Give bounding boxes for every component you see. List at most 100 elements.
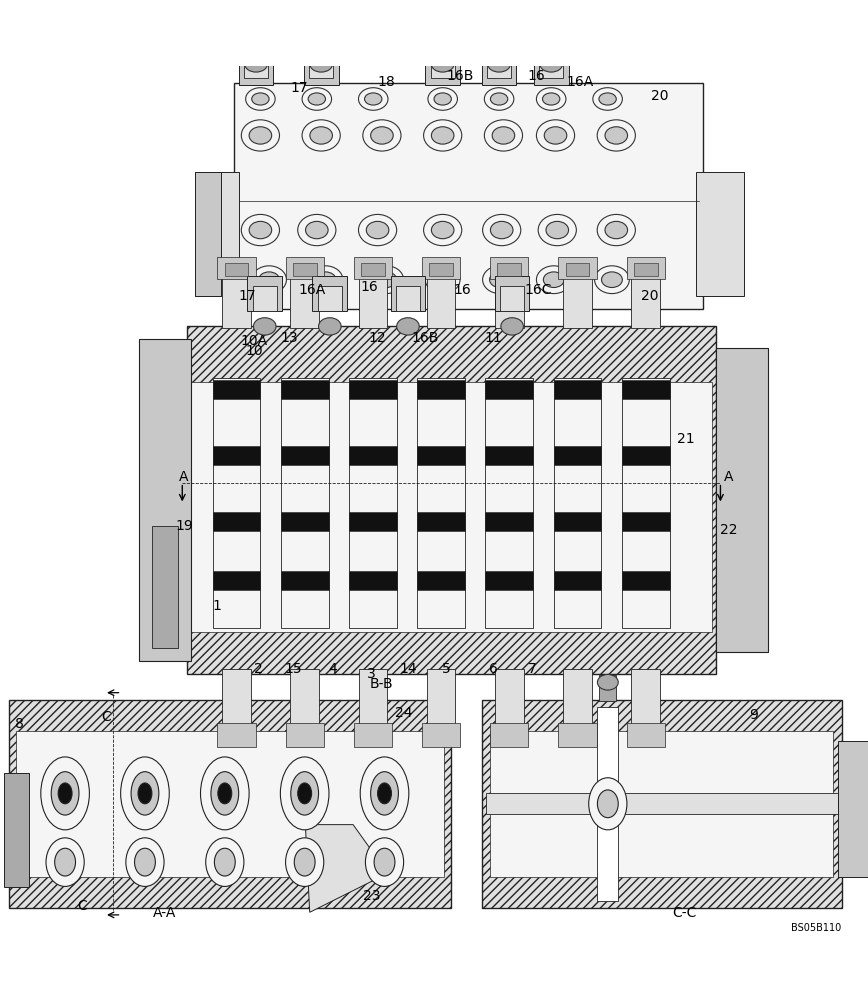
Ellipse shape xyxy=(252,266,286,294)
Text: 5: 5 xyxy=(442,662,450,676)
Bar xyxy=(293,263,317,276)
Ellipse shape xyxy=(431,56,454,72)
Bar xyxy=(4,773,29,887)
Ellipse shape xyxy=(135,848,155,876)
Ellipse shape xyxy=(310,56,332,72)
Bar xyxy=(485,380,533,399)
Ellipse shape xyxy=(259,272,279,288)
Text: 16: 16 xyxy=(454,283,471,297)
Text: 16B: 16B xyxy=(446,69,474,83)
Ellipse shape xyxy=(360,757,409,830)
Ellipse shape xyxy=(434,93,451,105)
Ellipse shape xyxy=(490,272,510,288)
Text: 18: 18 xyxy=(378,75,395,89)
Bar xyxy=(716,348,768,652)
Bar xyxy=(244,52,268,78)
Bar xyxy=(431,52,455,78)
Ellipse shape xyxy=(374,848,395,876)
Ellipse shape xyxy=(431,127,454,144)
Bar xyxy=(152,526,178,648)
Bar xyxy=(838,741,868,877)
Bar xyxy=(358,669,387,726)
Bar xyxy=(213,378,260,628)
Text: 16B: 16B xyxy=(411,331,439,345)
Bar xyxy=(485,378,533,628)
Ellipse shape xyxy=(432,272,453,288)
Bar xyxy=(482,700,842,908)
Text: A: A xyxy=(180,470,188,484)
Ellipse shape xyxy=(302,88,332,110)
Ellipse shape xyxy=(542,93,560,105)
Bar xyxy=(281,571,329,590)
Ellipse shape xyxy=(138,783,152,804)
Bar xyxy=(234,83,703,309)
Bar xyxy=(490,257,529,279)
Bar xyxy=(554,571,602,590)
Ellipse shape xyxy=(424,120,462,151)
Text: 3: 3 xyxy=(367,667,376,681)
Bar xyxy=(213,446,260,465)
Text: 16C: 16C xyxy=(524,283,552,297)
Ellipse shape xyxy=(249,221,272,239)
Bar xyxy=(634,263,658,276)
Bar xyxy=(217,723,255,747)
Bar xyxy=(422,257,460,279)
Bar xyxy=(291,276,319,328)
Text: BS05B110: BS05B110 xyxy=(791,923,841,933)
Ellipse shape xyxy=(595,266,629,294)
Bar xyxy=(281,446,329,465)
Bar xyxy=(563,276,592,328)
Bar xyxy=(225,263,248,276)
Bar xyxy=(253,286,277,311)
Ellipse shape xyxy=(126,838,164,886)
Ellipse shape xyxy=(245,56,267,72)
Ellipse shape xyxy=(41,757,89,830)
Ellipse shape xyxy=(536,266,571,294)
Text: 7: 7 xyxy=(528,662,536,676)
Ellipse shape xyxy=(490,93,508,105)
Ellipse shape xyxy=(538,214,576,246)
Ellipse shape xyxy=(310,127,332,144)
Text: A: A xyxy=(725,470,733,484)
Ellipse shape xyxy=(501,318,523,335)
Text: 17: 17 xyxy=(291,81,308,95)
Bar xyxy=(312,276,347,311)
Ellipse shape xyxy=(540,56,562,72)
Ellipse shape xyxy=(483,214,521,246)
Bar xyxy=(239,50,273,85)
Bar xyxy=(354,257,392,279)
Text: 16: 16 xyxy=(528,69,545,83)
Bar xyxy=(187,326,716,674)
Bar xyxy=(281,380,329,399)
Ellipse shape xyxy=(593,88,622,110)
Bar xyxy=(621,380,669,399)
Ellipse shape xyxy=(246,88,275,110)
Bar xyxy=(539,52,563,78)
Ellipse shape xyxy=(597,120,635,151)
Ellipse shape xyxy=(249,127,272,144)
Bar xyxy=(486,793,838,814)
Bar xyxy=(599,675,616,701)
Text: B-B: B-B xyxy=(370,677,394,691)
Bar xyxy=(349,446,397,465)
Ellipse shape xyxy=(589,778,627,830)
Bar xyxy=(597,707,618,901)
Text: 22: 22 xyxy=(720,523,738,537)
Bar xyxy=(558,257,596,279)
Text: 1: 1 xyxy=(213,599,221,613)
Bar xyxy=(281,512,329,531)
Bar xyxy=(554,380,602,399)
Ellipse shape xyxy=(597,214,635,246)
Bar xyxy=(213,571,260,590)
Bar xyxy=(195,172,239,296)
Bar xyxy=(418,378,465,628)
Bar xyxy=(213,512,260,531)
Text: 16A: 16A xyxy=(566,75,594,89)
Ellipse shape xyxy=(371,772,398,815)
Ellipse shape xyxy=(121,757,169,830)
Ellipse shape xyxy=(298,783,312,804)
Ellipse shape xyxy=(597,674,618,690)
Bar xyxy=(490,731,833,877)
Text: 14: 14 xyxy=(399,662,417,676)
Ellipse shape xyxy=(315,272,336,288)
